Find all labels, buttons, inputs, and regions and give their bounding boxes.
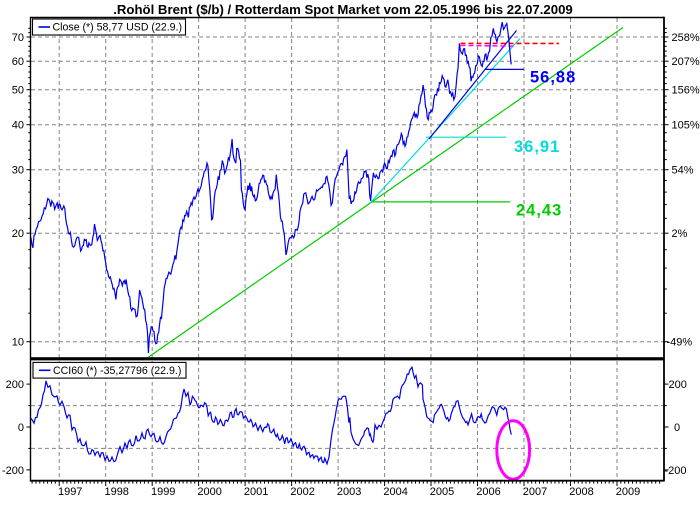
svg-text:2008: 2008 [569, 486, 593, 498]
svg-text:.Rohöl Brent ($/b) / Rotterdam: .Rohöl Brent ($/b) / Rotterdam Spot Mark… [113, 2, 573, 17]
svg-text:50: 50 [12, 85, 24, 97]
svg-text:54%: 54% [672, 165, 694, 177]
svg-text:2007: 2007 [523, 486, 547, 498]
svg-text:24,43: 24,43 [516, 202, 562, 220]
svg-text:36,91: 36,91 [514, 138, 560, 156]
svg-text:40: 40 [12, 120, 24, 132]
svg-text:20: 20 [12, 228, 24, 240]
svg-text:1997: 1997 [58, 486, 82, 498]
svg-text:2004: 2004 [383, 486, 407, 498]
svg-text:1998: 1998 [104, 486, 128, 498]
svg-text:2002: 2002 [290, 486, 314, 498]
svg-text:2000: 2000 [197, 486, 221, 498]
svg-text:105%: 105% [672, 120, 700, 132]
svg-text:0: 0 [674, 422, 680, 434]
svg-text:70: 70 [12, 32, 24, 44]
svg-text:2005: 2005 [430, 486, 454, 498]
svg-text:-200: -200 [2, 465, 24, 477]
svg-text:200: 200 [6, 379, 24, 391]
svg-text:200: 200 [669, 379, 687, 391]
svg-text:1999: 1999 [151, 486, 175, 498]
svg-text:56,88: 56,88 [530, 69, 576, 87]
svg-text:207%: 207% [672, 56, 700, 68]
svg-text:2009: 2009 [616, 486, 640, 498]
svg-text:156%: 156% [672, 85, 700, 97]
svg-text:2003: 2003 [337, 486, 361, 498]
svg-text:2006: 2006 [476, 486, 500, 498]
svg-text:-200: -200 [665, 465, 687, 477]
svg-text:CCI60 (*) -35,27796 (22.9.): CCI60 (*) -35,27796 (22.9.) [53, 365, 181, 377]
svg-text:2%: 2% [672, 228, 688, 240]
svg-text:Close (*) 58,77 USD (22.9.): Close (*) 58,77 USD (22.9.) [53, 22, 183, 34]
svg-text:30: 30 [12, 165, 24, 177]
svg-text:60: 60 [12, 56, 24, 68]
svg-text:-49%: -49% [667, 337, 693, 349]
svg-text:10: 10 [12, 337, 24, 349]
svg-text:2001: 2001 [244, 486, 268, 498]
svg-text:258%: 258% [672, 32, 700, 44]
svg-text:0: 0 [18, 422, 24, 434]
